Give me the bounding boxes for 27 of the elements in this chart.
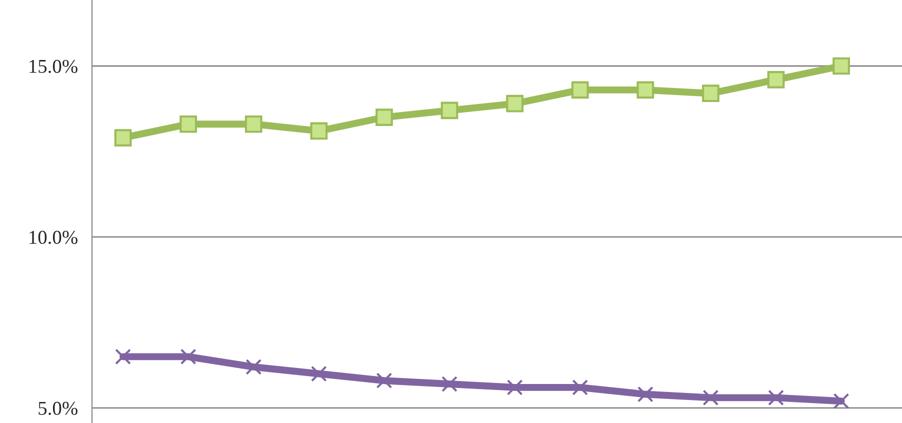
y-tick-label: 10.0% (30, 230, 78, 244)
y-tick-label: 5.0% (38, 402, 78, 415)
point (702, 84, 720, 102)
point (180, 115, 197, 133)
point (637, 386, 654, 402)
point (636, 81, 654, 99)
point (115, 348, 132, 365)
point (246, 358, 262, 375)
point (832, 57, 850, 75)
point (376, 108, 393, 126)
point (768, 390, 784, 406)
point (244, 115, 262, 133)
point (702, 390, 719, 406)
point (571, 81, 589, 99)
point (506, 94, 524, 112)
point (376, 372, 392, 389)
point (767, 70, 785, 88)
point (506, 379, 523, 396)
point (440, 102, 458, 120)
point (114, 129, 132, 146)
point (310, 366, 327, 382)
point (442, 376, 458, 392)
y-tick-label: 15.0% (30, 60, 78, 74)
point (180, 348, 196, 365)
point (833, 393, 850, 410)
point (310, 122, 328, 140)
point (572, 379, 588, 396)
